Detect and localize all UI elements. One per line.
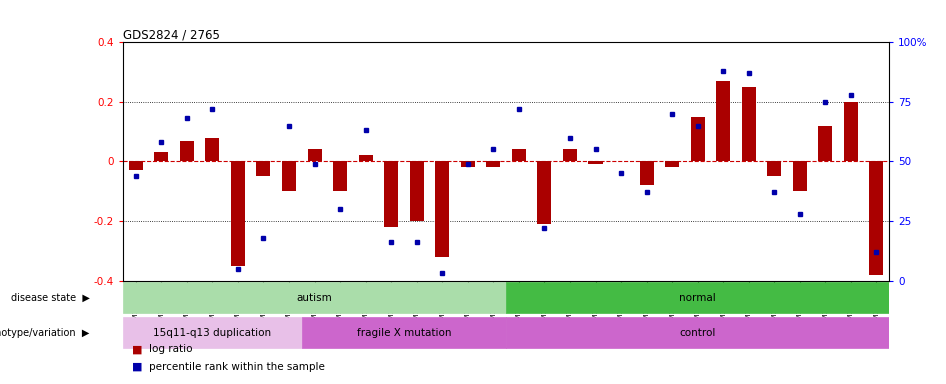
Bar	[461, 161, 475, 167]
Bar	[123, 317, 302, 348]
Bar	[844, 102, 858, 161]
Bar	[506, 282, 889, 313]
Bar	[180, 141, 194, 161]
Text: GDS2824 / 2765: GDS2824 / 2765	[123, 28, 219, 41]
Bar	[742, 87, 756, 161]
Bar	[359, 156, 373, 161]
Bar	[129, 161, 143, 170]
Bar	[793, 161, 807, 191]
Bar	[410, 161, 424, 221]
Bar	[512, 149, 526, 161]
Bar	[716, 81, 730, 161]
Bar	[307, 149, 322, 161]
Bar	[205, 137, 219, 161]
Bar	[333, 161, 347, 191]
Bar	[302, 317, 506, 348]
Bar	[818, 126, 832, 161]
Bar	[384, 161, 398, 227]
Text: fragile X mutation: fragile X mutation	[357, 328, 451, 338]
Text: autism: autism	[297, 293, 332, 303]
Bar	[506, 317, 889, 348]
Text: control: control	[679, 328, 716, 338]
Bar	[537, 161, 552, 224]
Text: percentile rank within the sample: percentile rank within the sample	[149, 362, 325, 372]
Bar	[435, 161, 449, 257]
Bar	[665, 161, 679, 167]
Bar	[282, 161, 296, 191]
Bar	[256, 161, 271, 176]
Bar	[767, 161, 781, 176]
Bar	[869, 161, 884, 275]
Text: 15q11-q13 duplication: 15q11-q13 duplication	[153, 328, 272, 338]
Text: ■: ■	[132, 344, 143, 354]
Text: ■: ■	[132, 362, 143, 372]
Bar	[588, 161, 603, 164]
Bar	[231, 161, 245, 266]
Bar	[691, 117, 705, 161]
Text: genotype/variation  ▶: genotype/variation ▶	[0, 328, 90, 338]
Bar	[639, 161, 654, 185]
Bar	[563, 149, 577, 161]
Bar	[154, 152, 168, 161]
Text: disease state  ▶: disease state ▶	[11, 293, 90, 303]
Bar	[123, 282, 506, 313]
Text: normal: normal	[679, 293, 716, 303]
Text: log ratio: log ratio	[149, 344, 193, 354]
Bar	[486, 161, 500, 167]
